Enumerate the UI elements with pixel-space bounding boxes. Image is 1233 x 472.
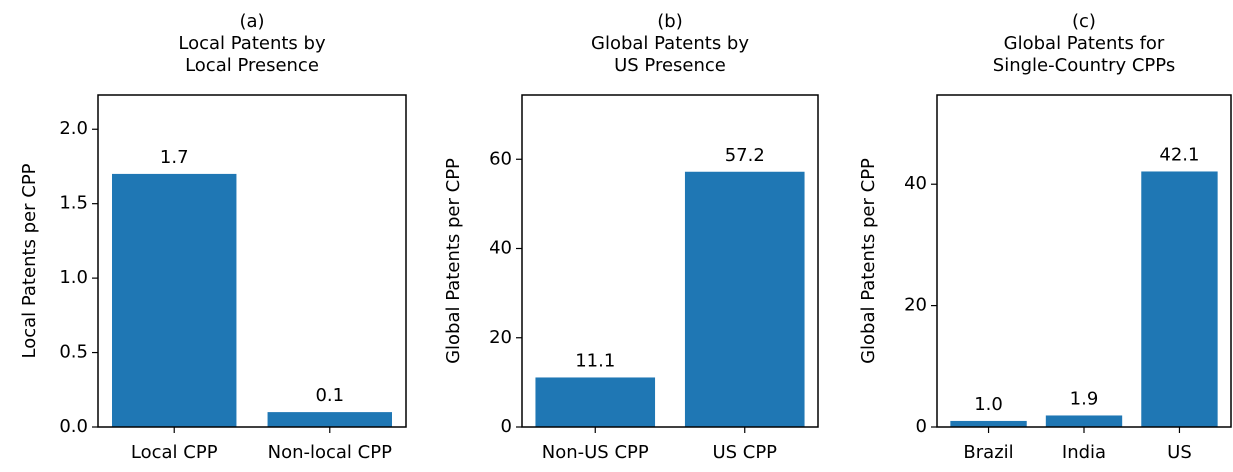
bar (267, 412, 392, 427)
chart-title: (c) (1072, 11, 1096, 32)
value-label: 42.1 (1159, 144, 1199, 165)
y-axis-label: Local Patents per CPP (19, 163, 40, 358)
y-tick-label: 0.5 (59, 342, 88, 363)
bar (1045, 415, 1123, 427)
x-tick-label: Local CPP (131, 442, 218, 463)
axes-frame (97, 94, 407, 428)
axes-frame (936, 94, 1232, 428)
y-tick-label: 0.0 (59, 416, 88, 437)
value-label: 57.2 (725, 145, 765, 166)
chart-title: Global Patents by (591, 33, 749, 54)
chart-title: US Presence (614, 55, 726, 76)
y-tick-label: 1.0 (59, 267, 88, 288)
bar (112, 173, 237, 427)
y-tick-label: 1.5 (59, 193, 88, 214)
x-tick-label: Non-US CPP (542, 442, 649, 463)
x-tick-label: India (1062, 442, 1106, 463)
y-axis-label: Global Patents per CPP (858, 158, 879, 364)
y-tick-label: 20 (489, 327, 512, 348)
bar (950, 420, 1027, 427)
y-tick-label: 2.0 (59, 118, 88, 139)
bar (684, 171, 805, 427)
x-tick-label: US CPP (712, 442, 777, 463)
y-tick-label: 0 (501, 416, 512, 437)
chart-title: Global Patents for (1004, 33, 1165, 54)
value-label: 1.9 (1070, 388, 1099, 409)
bar (1141, 171, 1218, 427)
chart-title: Local Presence (185, 55, 319, 76)
bar (535, 377, 656, 427)
value-label: 1.0 (974, 394, 1003, 415)
value-label: 1.7 (160, 147, 189, 168)
value-label: 11.1 (575, 350, 615, 371)
y-tick-label: 40 (904, 173, 927, 194)
x-tick-label: US (1167, 442, 1192, 463)
x-tick-label: Non-local CPP (268, 442, 392, 463)
y-tick-label: 40 (489, 238, 512, 259)
y-axis-label: Global Patents per CPP (443, 158, 464, 364)
chart-title: (a) (239, 11, 264, 32)
y-tick-label: 0 (916, 416, 927, 437)
chart-title: Single-Country CPPs (993, 55, 1175, 76)
chart-title: Local Patents by (178, 33, 326, 54)
chart-title: (b) (657, 11, 682, 32)
axes-frame (521, 94, 819, 428)
value-label: 0.1 (315, 385, 344, 406)
y-tick-label: 20 (904, 295, 927, 316)
y-tick-label: 60 (489, 148, 512, 169)
x-tick-label: Brazil (963, 442, 1013, 463)
